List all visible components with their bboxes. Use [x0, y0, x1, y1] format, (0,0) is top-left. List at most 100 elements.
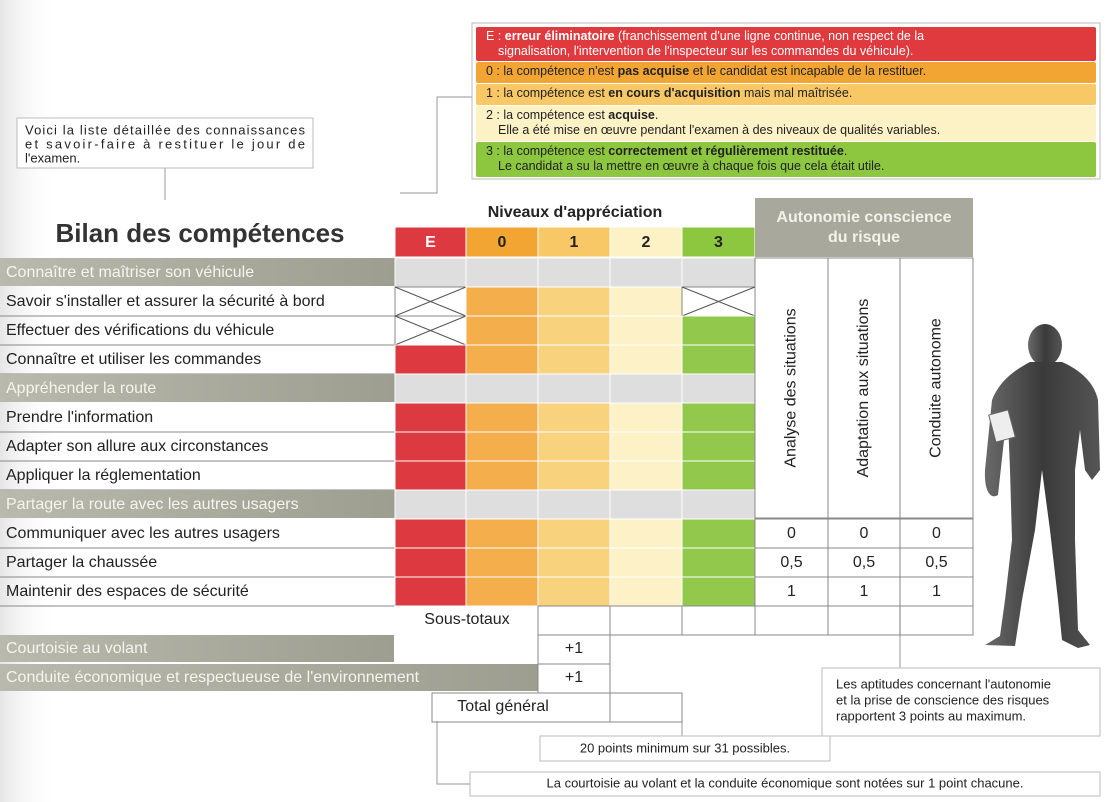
section-cell [394, 373, 467, 404]
autonomy-note: et la prise de conscience des risques [836, 692, 1050, 707]
autonomy-note: rapportent 3 points au maximum. [836, 708, 1026, 723]
intro-note-text: l'examen. [25, 150, 80, 165]
level-cell [394, 576, 467, 607]
legend-segment: mais mal maîtrisée. [740, 86, 852, 100]
competence: Connaître et utiliser les commandes [6, 351, 261, 368]
section-cell [609, 373, 683, 404]
legend-segment: . [844, 144, 847, 158]
level-cell [681, 460, 756, 491]
total-label: Total général [457, 698, 549, 715]
level-header: E [425, 234, 436, 251]
section-title: Appréhender la route [6, 380, 156, 397]
autonomy-column-label: Analyse des situations [783, 308, 800, 467]
legend-segment: E : [486, 29, 505, 43]
level-cell [537, 315, 611, 346]
level-header-cell [394, 226, 467, 258]
section-bar [0, 374, 395, 402]
level-header: 2 [642, 234, 651, 251]
section-cell [609, 257, 683, 288]
legend-segment: correctement et régulièrement restituée [608, 144, 844, 158]
subtotal-cell [609, 605, 683, 636]
autonomy-score: 0 [932, 525, 941, 542]
level-cell [465, 286, 539, 317]
level-cell [465, 402, 539, 433]
legend-segment: Le candidat a su la mettre en œuvre à ch… [498, 159, 884, 173]
legend-segment: (franchissement d'une ligne continue, no… [615, 29, 925, 43]
level-header-cell [537, 226, 611, 258]
legend-text: E : erreur éliminatoire (franchissement … [486, 29, 924, 43]
total-cell [609, 692, 683, 723]
subtotal-cell [899, 605, 974, 636]
legend-segment: pas acquise [618, 64, 690, 78]
legend-text: 2 : la compétence est acquise. [486, 108, 658, 122]
autonomy-score: 0,5 [780, 554, 802, 571]
autonomy-score: 0 [787, 525, 796, 542]
autonomy-header-cell [755, 198, 973, 257]
legend-row [476, 62, 1096, 83]
cross [394, 315, 467, 346]
autonomy-score: 1 [932, 583, 941, 600]
section-cell [537, 257, 611, 288]
section-cell [681, 257, 756, 288]
level-cell [681, 518, 756, 549]
section-cell [465, 373, 539, 404]
competence: Communiquer avec les autres usagers [6, 525, 280, 542]
competence: Prendre l'information [6, 409, 153, 426]
legend-row [476, 106, 1096, 141]
legend-segment: erreur éliminatoire [505, 29, 615, 43]
legend-segment: . [655, 108, 658, 122]
title: Bilan des compétences [56, 218, 345, 248]
bonus-bar [0, 635, 394, 662]
legend-row [476, 27, 1096, 61]
level-header-cell [609, 226, 683, 258]
level-cell [681, 576, 756, 607]
level-cell [609, 431, 683, 462]
level-cell [537, 431, 611, 462]
legend-text: signalisation, l'intervention de l'inspe… [498, 44, 913, 58]
autonomy-column [899, 257, 974, 519]
competence: Effectuer des vérifications du véhicule [6, 322, 274, 339]
legend-segment: signalisation, l'intervention de l'inspe… [498, 44, 913, 58]
section-cell [394, 257, 467, 288]
levels-header: Niveaux d'appréciation [488, 204, 663, 221]
legend-text: Le candidat a su la mettre en œuvre à ch… [498, 159, 884, 173]
minimum-note: 20 points minimum sur 31 possibles. [580, 740, 790, 755]
competence: Partager la chaussée [6, 554, 157, 571]
legend-text: 1 : la compétence est en cours d'acquisi… [486, 86, 852, 100]
level-cell [537, 547, 611, 578]
competence: Maintenir des espaces de sécurité [6, 583, 249, 600]
subtotal-cell [537, 605, 611, 636]
autonomy-column-label: Adaptation aux situations [855, 299, 872, 478]
level-cell [681, 431, 756, 462]
level-cell [537, 344, 611, 375]
intro-note-text: Voici la liste détaillée des connaissanc… [25, 122, 306, 137]
section-cell [537, 373, 611, 404]
level-cell [537, 286, 611, 317]
legend-row [476, 142, 1096, 177]
autonomy-score: 1 [860, 583, 869, 600]
bonus-cell [537, 634, 611, 665]
bonus-value: +1 [565, 669, 583, 686]
section-cell [609, 489, 683, 520]
autonomy-column-label: Conduite autonome [928, 318, 945, 458]
legend-segment: Elle a été mise en œuvre pendant l'exame… [498, 123, 940, 137]
level-cell [537, 518, 611, 549]
cross [394, 286, 467, 317]
level-header: 0 [498, 234, 507, 251]
section-title: Connaître et maîtriser son véhicule [6, 264, 254, 281]
level-cell [609, 518, 683, 549]
level-cell [465, 344, 539, 375]
level-cell [465, 431, 539, 462]
subtotal-cell [827, 605, 901, 636]
level-cell [681, 344, 756, 375]
legend-segment: 1 : la compétence est [486, 86, 608, 100]
section-cell [681, 373, 756, 404]
level-cell [394, 344, 467, 375]
cross [681, 286, 756, 317]
section-cell [465, 257, 539, 288]
level-cell [465, 315, 539, 346]
level-cell [394, 431, 467, 462]
autonomy-score: 1 [787, 583, 796, 600]
legend-text: Elle a été mise en œuvre pendant l'exame… [498, 123, 940, 137]
